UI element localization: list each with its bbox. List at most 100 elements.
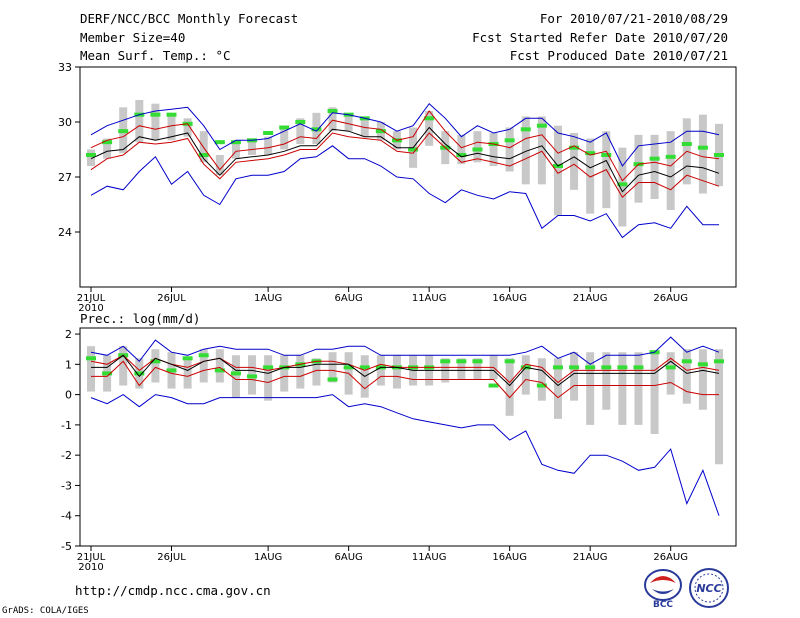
series-upper-line — [90, 110, 720, 182]
range-bar — [183, 358, 192, 389]
source-url[interactable]: http://cmdp.ncc.cma.gov.cn — [75, 583, 271, 598]
median-marker — [585, 151, 596, 156]
median-marker — [681, 359, 692, 364]
median-marker — [520, 127, 531, 132]
series-upper-line — [90, 354, 720, 384]
median-marker — [359, 365, 370, 370]
forecast-period: For 2010/07/21-2010/08/29 — [539, 11, 728, 26]
x-tick-label: 6AUG — [335, 552, 363, 563]
median-marker — [408, 147, 419, 152]
x-year-label: 2010 — [78, 303, 103, 314]
y-tick-label: -5 — [61, 540, 72, 553]
range-bar — [666, 131, 675, 210]
median-marker — [311, 127, 322, 132]
x-year-label: 2010 — [78, 562, 103, 573]
y-tick-label: -2 — [61, 449, 72, 462]
x-tick-label: 1AUG — [254, 293, 282, 304]
median-marker — [263, 131, 274, 135]
y-tick-label: 2 — [65, 328, 72, 341]
range-bar — [682, 349, 691, 404]
range-bar — [264, 355, 273, 401]
range-bar — [537, 116, 546, 185]
range-bar — [231, 142, 240, 159]
y-tick-label: -3 — [61, 479, 72, 492]
median-marker — [214, 368, 225, 373]
median-marker — [617, 365, 628, 370]
range-bar — [505, 127, 514, 172]
range-bar — [296, 355, 305, 389]
median-marker — [182, 356, 193, 361]
median-marker — [230, 140, 241, 145]
range-bar — [328, 107, 337, 132]
range-bar — [553, 125, 562, 216]
forecast-produced-date: Fcst Produced Date 2010/07/21 — [509, 48, 728, 63]
x-tick-label: 6AUG — [335, 293, 363, 304]
range-bar — [666, 352, 675, 395]
median-marker — [472, 359, 483, 364]
range-bar — [151, 103, 160, 141]
range-bar — [650, 134, 659, 199]
median-marker — [327, 109, 338, 113]
y-tick-label: 24 — [58, 226, 72, 239]
median-marker — [102, 140, 113, 145]
median-marker — [166, 368, 177, 373]
range-bar — [650, 352, 659, 434]
range-bar — [570, 133, 579, 190]
median-marker — [714, 359, 724, 364]
median-marker — [150, 359, 161, 364]
range-bar — [328, 352, 337, 383]
x-tick-label: 26JUL — [157, 552, 186, 563]
range-bar — [521, 116, 530, 185]
median-marker — [86, 153, 96, 157]
x-tick-label: 11AUG — [412, 293, 447, 304]
range-bar — [199, 349, 208, 383]
grads-credit: GrADS: COLA/IGES — [2, 606, 89, 616]
median-marker — [633, 365, 644, 370]
range-bar — [602, 352, 611, 410]
median-marker — [247, 374, 258, 379]
median-marker — [327, 377, 338, 382]
series-max-line — [90, 102, 720, 167]
y-tick-label: 0 — [65, 389, 72, 402]
median-marker — [198, 153, 209, 157]
median-marker — [665, 365, 676, 370]
range-bar — [248, 140, 257, 155]
x-tick-label: 16AUG — [492, 552, 527, 563]
median-marker — [665, 154, 676, 159]
median-marker — [279, 125, 290, 130]
ncc-logo-text: NCC — [696, 582, 721, 595]
range-bar — [457, 134, 466, 165]
range-bar — [473, 358, 482, 380]
range-bar — [457, 358, 466, 380]
variable-label: Mean Surf. Temp.: °C — [80, 48, 231, 63]
y-tick-label: 30 — [58, 116, 72, 129]
median-marker — [697, 145, 708, 150]
median-marker — [536, 383, 547, 388]
range-bar — [570, 352, 579, 401]
series-min-line — [90, 394, 720, 516]
median-marker — [536, 123, 547, 128]
range-bar — [312, 358, 321, 386]
median-marker — [198, 353, 209, 358]
bcc-logo-text: BCC — [653, 600, 673, 609]
x-tick-label: 26JUL — [157, 293, 186, 304]
x-tick-label: 21AUG — [573, 293, 608, 304]
range-bar — [473, 131, 482, 163]
member-size: Member Size=40 — [80, 30, 186, 45]
range-bar — [183, 118, 192, 137]
median-marker — [118, 129, 129, 134]
range-bar — [296, 118, 305, 144]
x-tick-label: 1AUG — [254, 552, 282, 563]
median-marker — [617, 182, 628, 187]
x-tick-label: 11AUG — [412, 552, 447, 563]
median-marker — [649, 156, 660, 161]
panel-precipitation: -5 -4 -3 -2 -1 0 1 2 21JUL 26JUL 1AUG 6AUG 11AUG 16AU… — [61, 311, 737, 573]
range-bar — [586, 138, 595, 214]
series-max-line — [90, 336, 720, 365]
range-bar — [553, 358, 562, 419]
median-marker — [86, 356, 96, 361]
median-marker — [102, 371, 113, 376]
range-bar — [280, 355, 289, 392]
range-bar — [135, 100, 144, 143]
